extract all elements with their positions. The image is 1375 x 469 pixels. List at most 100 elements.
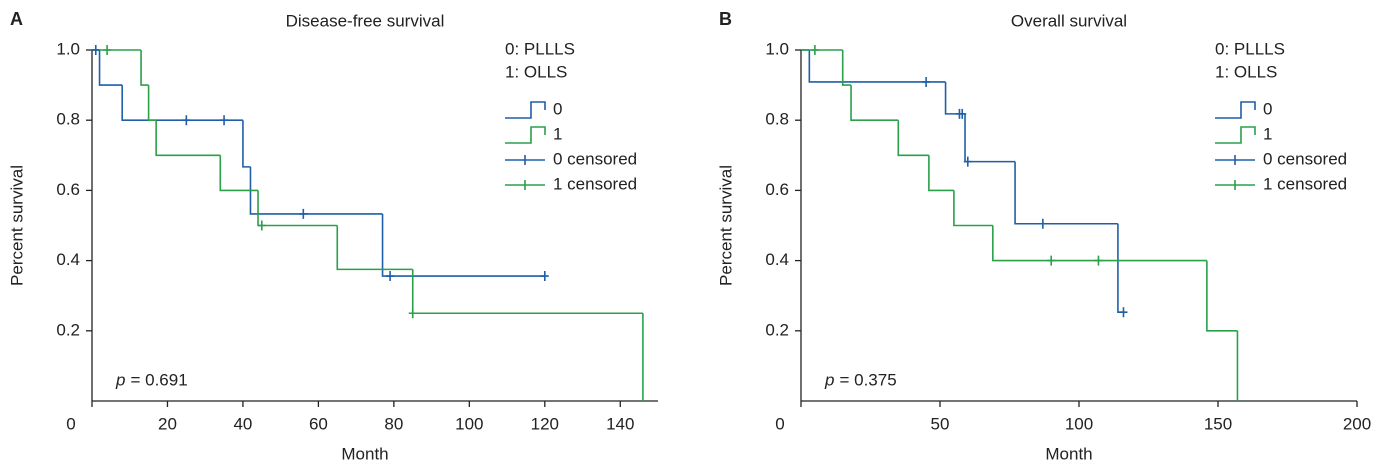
legend-swatch (505, 180, 545, 190)
censor-mark (963, 156, 972, 167)
censor-mark (220, 115, 229, 126)
censor-mark (257, 220, 266, 231)
x-tick-label: 40 (233, 414, 252, 433)
series (922, 76, 1128, 318)
x-axis-label: Month (341, 444, 388, 463)
survival-step (841, 50, 852, 86)
survival-step (1117, 223, 1124, 313)
y-tick-label: 0.8 (56, 110, 80, 129)
y-tick-label: 0.4 (765, 250, 789, 269)
x-tick-label: 0 (775, 414, 784, 433)
x-tick-label: 80 (384, 414, 403, 433)
legend-label: 1 (553, 124, 562, 143)
legend-header: 0: PLLLS (505, 39, 575, 58)
panel-label: B (719, 9, 732, 29)
y-tick-label: 0.2 (56, 320, 80, 339)
survival-step (1206, 260, 1238, 332)
x-tick-label: 200 (1343, 414, 1371, 433)
legend-label: 0 censored (553, 149, 637, 168)
y-tick-label: 0.6 (56, 180, 80, 199)
p-value: = 0.375 (839, 370, 896, 389)
survival-step (850, 85, 899, 121)
survival-step (992, 225, 1207, 262)
legend-header: 1: OLLS (505, 62, 567, 81)
legend-swatch (1215, 126, 1256, 144)
x-tick-label: 140 (606, 414, 634, 433)
survival-step (257, 190, 338, 227)
x-tick-label: 60 (309, 414, 328, 433)
censor-mark (540, 271, 549, 282)
x-axis-label: Month (1045, 444, 1092, 463)
legend-swatch (1215, 101, 1256, 119)
censor-mark (922, 76, 931, 87)
legend-label: 1 (1263, 124, 1272, 143)
legend-label: 0 censored (1263, 149, 1347, 168)
p-label: p (824, 370, 834, 389)
censor-mark (1047, 255, 1056, 266)
x-tick-label: 120 (531, 414, 559, 433)
censor-mark (182, 115, 191, 126)
y-tick-label: 1.0 (765, 39, 789, 58)
p-label: p (115, 370, 125, 389)
legend-header: 1: OLLS (1215, 62, 1277, 81)
survival-step (897, 120, 929, 157)
survival-step (964, 113, 1016, 163)
y-tick-label: 0.6 (765, 180, 789, 199)
survival-step (121, 85, 243, 121)
series (91, 45, 549, 282)
legend-label: 1 censored (553, 174, 637, 193)
x-tick-label: 50 (931, 414, 950, 433)
y-tick-label: 0.4 (56, 250, 80, 269)
survival-step (155, 120, 221, 157)
censor-mark (103, 45, 112, 55)
x-tick-label: 100 (455, 414, 483, 433)
panel-label: A (10, 9, 23, 29)
legend-label: 1 censored (1263, 174, 1347, 193)
y-tick-label: 0.2 (765, 320, 789, 339)
survival-step (242, 120, 251, 168)
censor-mark (1119, 307, 1128, 318)
censor-mark (810, 45, 819, 55)
censor-mark (1038, 218, 1047, 229)
legend-header: 0: PLLLS (1215, 39, 1285, 58)
censor-mark (408, 308, 417, 319)
y-axis-label: Percent survival (716, 165, 735, 286)
survival-step (140, 50, 149, 86)
survival-step (147, 85, 157, 121)
x-tick-label: 0 (66, 414, 75, 433)
survival-step (928, 155, 954, 192)
series (92, 49, 545, 277)
series (801, 49, 1239, 401)
series (810, 45, 1103, 266)
series (103, 45, 417, 319)
x-tick-label: 100 (1065, 414, 1093, 433)
legend-label: 0 (553, 99, 562, 118)
p-value: = 0.691 (130, 370, 187, 389)
survival-step (98, 50, 123, 86)
legend-swatch (505, 126, 546, 144)
legend-swatch (505, 155, 545, 165)
censor-mark (1094, 255, 1103, 266)
censor-mark (958, 108, 967, 119)
series (801, 49, 1124, 313)
censor-mark (386, 271, 395, 282)
survival-step (336, 225, 413, 271)
censor-mark (91, 45, 100, 55)
survival-step (219, 155, 259, 192)
x-tick-label: 150 (1204, 414, 1232, 433)
survival-step (249, 166, 383, 215)
survival-step (1014, 161, 1118, 225)
legend-swatch (1215, 155, 1255, 165)
y-tick-label: 0.8 (765, 110, 789, 129)
y-tick-label: 1.0 (56, 39, 80, 58)
chart-title: Overall survival (1011, 11, 1127, 30)
survival-step (953, 190, 993, 227)
legend-label: 0 (1263, 99, 1272, 118)
chart-title: Disease-free survival (286, 11, 445, 30)
legend-swatch (1215, 180, 1255, 190)
y-axis-label: Percent survival (7, 165, 26, 286)
censor-mark (299, 208, 308, 219)
legend-swatch (505, 101, 546, 119)
x-tick-label: 20 (158, 414, 177, 433)
